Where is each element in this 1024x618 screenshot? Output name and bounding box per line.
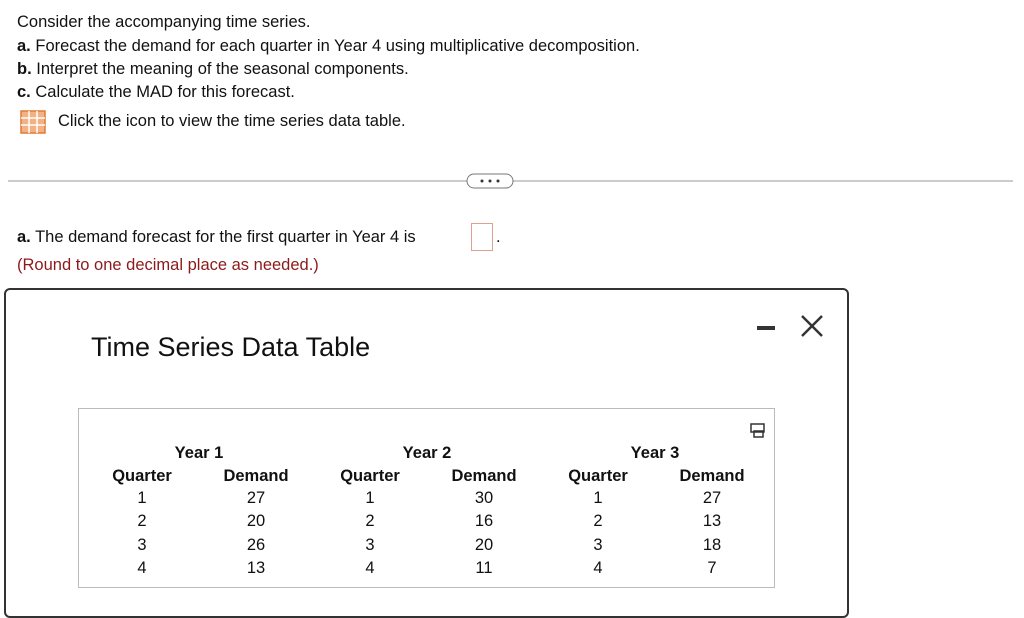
table-cell: 4 xyxy=(593,558,603,577)
table-cell: 1 xyxy=(365,489,375,507)
table-cell: 1 xyxy=(593,489,603,507)
column-header: Quarter xyxy=(568,467,628,485)
table-cell: 13 xyxy=(702,512,722,531)
table-frame xyxy=(78,408,775,588)
table-cell: 2 xyxy=(593,512,603,531)
table-cell: 3 xyxy=(365,535,375,554)
table-cell: 13 xyxy=(246,558,266,577)
column-header: Quarter xyxy=(112,467,172,485)
table-cell: 11 xyxy=(475,558,493,577)
answer-line: a. The demand forecast for the first qua… xyxy=(17,227,416,247)
column-header: Quarter xyxy=(340,467,400,485)
divider xyxy=(8,173,1013,189)
column-header: Demand xyxy=(679,467,745,485)
table-cell: 2 xyxy=(137,512,147,531)
table-cell: 27 xyxy=(246,489,266,507)
close-button[interactable] xyxy=(801,315,823,337)
table-cell: 16 xyxy=(474,512,494,531)
year-header: Year 2 xyxy=(402,444,452,462)
answer-label: a. xyxy=(17,228,31,246)
data-link[interactable]: Click the icon to view the time series d… xyxy=(58,112,406,130)
answer-note: (Round to one decimal place as needed.) xyxy=(17,256,319,274)
table-cell: 20 xyxy=(246,512,266,531)
part: b. Interpret the meaning of the seasonal… xyxy=(17,59,409,79)
table-cell: 3 xyxy=(137,535,147,554)
table-cell: 4 xyxy=(137,558,147,577)
part: c. Calculate the MAD for this forecast. xyxy=(17,82,295,102)
part-label: c. xyxy=(17,83,31,101)
table-cell: 3 xyxy=(593,535,603,554)
table-cell: 18 xyxy=(702,535,722,554)
minimize-button[interactable] xyxy=(757,326,775,330)
table-cell: 20 xyxy=(474,535,494,554)
part-label: a. xyxy=(17,37,31,55)
part: a. Forecast the demand for each quarter … xyxy=(17,36,640,56)
part-text: Forecast the demand for each quarter in … xyxy=(35,37,640,55)
answer-input[interactable] xyxy=(471,223,493,251)
part-text: Interpret the meaning of the seasonal co… xyxy=(36,60,409,78)
part-label: b. xyxy=(17,60,32,78)
table-cell: 26 xyxy=(246,535,266,554)
answer-text: The demand forecast for the first quarte… xyxy=(35,228,416,246)
copy-icon[interactable] xyxy=(750,423,766,439)
column-header: Demand xyxy=(223,467,289,485)
table-cell: 30 xyxy=(474,489,494,507)
table-cell: 7 xyxy=(707,558,717,577)
table-cell: 1 xyxy=(137,489,147,507)
table-cell: 27 xyxy=(702,489,722,507)
table-cell: 2 xyxy=(365,512,375,531)
column-header: Demand xyxy=(451,467,517,485)
year-header: Year 3 xyxy=(630,444,680,462)
table-icon[interactable] xyxy=(20,110,46,134)
year-header: Year 1 xyxy=(174,444,224,462)
window-controls xyxy=(757,315,823,337)
popup-title: Time Series Data Table xyxy=(91,332,371,362)
answer-end: . xyxy=(496,228,501,246)
intro: Consider the accompanying time series. xyxy=(17,13,311,31)
part-text: Calculate the MAD for this forecast. xyxy=(35,83,295,101)
table-cell: 4 xyxy=(365,558,375,577)
